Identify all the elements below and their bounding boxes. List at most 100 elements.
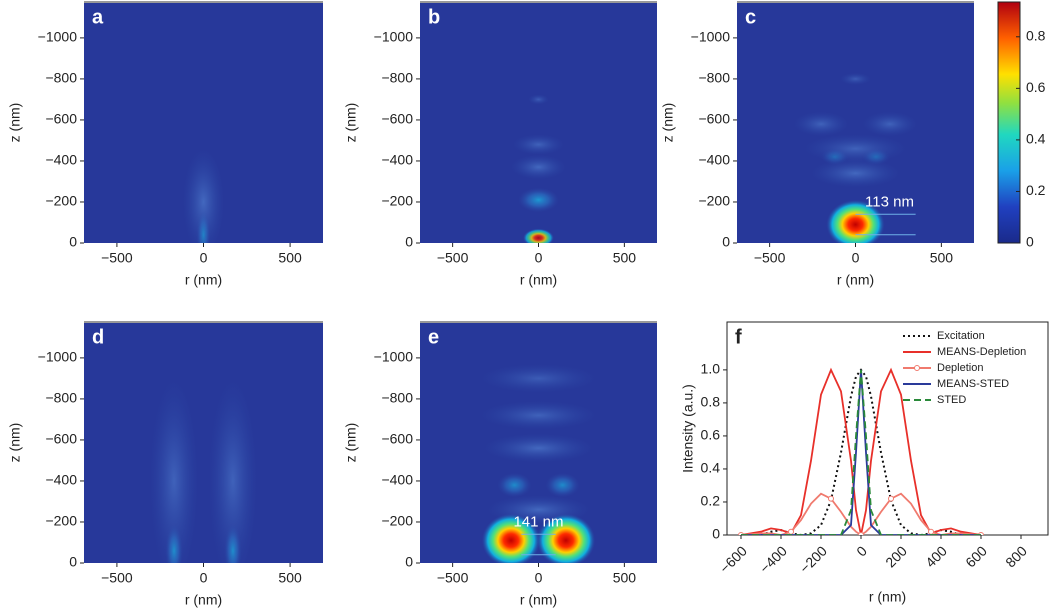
x-tick-label: 600: [962, 543, 990, 571]
intensity-region: [840, 72, 871, 86]
y-tick-label: −400: [381, 472, 413, 488]
y-tick-label: −1000: [38, 349, 78, 365]
intensity-region: [523, 228, 554, 243]
y-tick-label: 0: [69, 554, 77, 570]
x-axis-label: r (nm): [185, 272, 222, 288]
x-axis-label: r (nm): [869, 589, 906, 605]
colorbar-tick-label: 0.4: [1026, 131, 1046, 147]
x-axis-label: r (nm): [185, 592, 222, 608]
colorbar-tick-label: 0: [1026, 234, 1034, 250]
y-tick-label: −200: [381, 513, 413, 529]
y-tick-label: −400: [45, 152, 77, 168]
x-tick-label: 400: [922, 543, 950, 571]
legend-label: Excitation: [937, 330, 985, 342]
intensity-region: [810, 158, 901, 188]
colorbar: [997, 1, 1021, 244]
panel: d −500 0 500 0 −200 −400 −600 −800 −1000 r (nm) z (…: [7, 321, 323, 608]
x-axis-label: r (nm): [520, 592, 557, 608]
y-tick-label: 0: [405, 554, 413, 570]
y-tick-label: −200: [698, 193, 730, 209]
y-tick-label: −800: [381, 70, 413, 86]
y-tick-label: 1.0: [701, 361, 721, 377]
x-tick-label: −200: [796, 543, 830, 577]
x-tick-label: 800: [1002, 543, 1030, 571]
y-tick-label: 0: [712, 526, 720, 542]
x-tick-label: −500: [101, 250, 133, 266]
x-tick-label: 500: [613, 250, 637, 266]
y-tick-label: −600: [45, 431, 77, 447]
y-tick-label: −600: [45, 111, 77, 127]
panel-label: c: [745, 6, 756, 28]
x-tick-label: 0: [200, 570, 208, 586]
intensity-region: [511, 154, 566, 180]
legend-label: STED: [937, 394, 966, 406]
x-tick-label: 0: [852, 250, 860, 266]
y-tick-label: 0: [69, 234, 77, 250]
y-tick-label: −400: [45, 472, 77, 488]
y-tick-label: 0.4: [701, 460, 721, 476]
colorbar-tick-label: 0.6: [1026, 79, 1046, 95]
x-axis-label: r (nm): [837, 272, 874, 288]
heatmap-field: [182, 148, 225, 243]
x-tick-label: 500: [278, 250, 302, 266]
y-axis-label: z (nm): [660, 103, 676, 143]
y-tick-label: −1000: [374, 29, 414, 45]
intensity-region: [196, 210, 211, 243]
y-axis-label: z (nm): [343, 103, 359, 143]
intensity-region: [517, 187, 560, 213]
y-tick-label: −200: [381, 193, 413, 209]
intensity-region: [862, 148, 890, 166]
x-tick-label: 0: [535, 250, 543, 266]
panel-label: a: [92, 6, 104, 28]
y-tick-label: −1000: [691, 29, 731, 45]
intensity-region: [481, 513, 541, 563]
annotation: 113 nm: [865, 193, 914, 210]
y-axis-label: z (nm): [7, 103, 23, 143]
y-tick-label: −600: [381, 111, 413, 127]
x-tick-label: 500: [278, 570, 302, 586]
intensity-region: [149, 378, 199, 563]
intensity-region: [208, 378, 258, 563]
intensity-region: [512, 134, 565, 155]
x-axis-label: r (nm): [520, 272, 557, 288]
intensity-region: [545, 472, 580, 498]
series-marker: [928, 528, 934, 535]
x-tick-label: −500: [754, 250, 786, 266]
panel-label: d: [92, 326, 104, 348]
legend-label: Depletion: [937, 362, 983, 374]
x-tick-label: −600: [716, 543, 750, 577]
x-tick-label: 0: [853, 543, 870, 560]
series-marker: [828, 495, 834, 502]
y-tick-label: 0: [405, 234, 413, 250]
legend-label: MEANS-Depletion: [937, 346, 1026, 358]
intensity-region: [224, 524, 242, 563]
x-tick-label: −500: [437, 250, 469, 266]
intensity-region: [480, 400, 597, 430]
lines: [738, 367, 984, 535]
y-tick-label: −600: [698, 111, 730, 127]
y-tick-label: 0.6: [701, 427, 721, 443]
panel: f −600 −400 −200 0 200 400 600 800 0 0.2 0.4 0.6 0.8 1…: [680, 321, 1049, 605]
intensity-region: [165, 524, 183, 563]
y-tick-label: −400: [698, 152, 730, 168]
y-tick-label: −800: [45, 70, 77, 86]
series-marker: [788, 528, 794, 535]
y-tick-label: −400: [381, 152, 413, 168]
y-axis-label: z (nm): [7, 423, 23, 463]
y-axis-label: z (nm): [343, 423, 359, 463]
intensity-region: [803, 134, 908, 164]
intensity-region: [483, 433, 594, 463]
y-tick-label: −200: [45, 513, 77, 529]
series-line: [741, 369, 981, 535]
annotation: 141 nm: [513, 513, 563, 530]
y-tick-label: −1000: [374, 349, 414, 365]
y-tick-label: 0.8: [701, 394, 721, 410]
x-tick-label: 0: [200, 250, 208, 266]
intensity-region: [793, 111, 849, 137]
series-marker: [888, 495, 894, 502]
heatmap-field: [793, 72, 918, 243]
panel-label: e: [428, 326, 439, 348]
intensity-region: [536, 513, 596, 563]
x-tick-label: 0: [535, 570, 543, 586]
colorbar-tick-label: 0.8: [1026, 27, 1046, 43]
